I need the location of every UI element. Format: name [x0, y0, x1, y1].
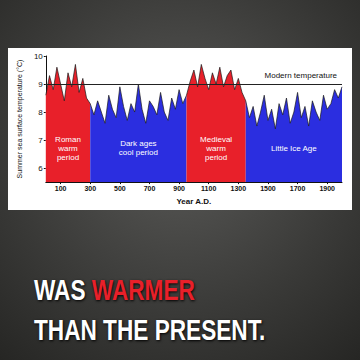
svg-text:Medieval: Medieval: [200, 135, 232, 144]
svg-text:cool period: cool period: [119, 148, 158, 157]
svg-text:700: 700: [144, 185, 156, 192]
svg-text:Dark ages: Dark ages: [120, 139, 156, 148]
svg-text:Summer sea surface temperature: Summer sea surface temperature (°C): [16, 60, 24, 179]
svg-text:1500: 1500: [260, 185, 276, 192]
svg-text:Little Ice Age: Little Ice Age: [271, 144, 317, 153]
svg-text:1900: 1900: [319, 185, 335, 192]
svg-text:100: 100: [55, 185, 67, 192]
html-text:WAS WARMER: WAS WARMER: [34, 274, 195, 306]
svg-text:1300: 1300: [231, 185, 247, 192]
svg-text:300: 300: [84, 185, 96, 192]
svg-text:warm: warm: [57, 144, 78, 153]
svg-text:6: 6: [38, 164, 43, 173]
svg-text:7: 7: [38, 136, 43, 145]
svg-text:900: 900: [173, 185, 185, 192]
svg-text:8: 8: [38, 108, 43, 117]
svg-text:period: period: [205, 153, 227, 162]
svg-text:period: period: [57, 153, 79, 162]
html-text:THAN THE PRESENT.: THAN THE PRESENT.: [34, 314, 266, 346]
svg-text:warm: warm: [205, 144, 226, 153]
svg-text:10: 10: [34, 52, 43, 61]
svg-text:1700: 1700: [290, 185, 306, 192]
svg-text:Year A.D.: Year A.D.: [176, 197, 211, 206]
svg-text:1100: 1100: [201, 185, 216, 192]
svg-text:9: 9: [38, 80, 43, 89]
svg-text:Roman: Roman: [55, 135, 81, 144]
svg-text:500: 500: [114, 185, 126, 192]
svg-text:Modern temperature: Modern temperature: [265, 71, 338, 80]
